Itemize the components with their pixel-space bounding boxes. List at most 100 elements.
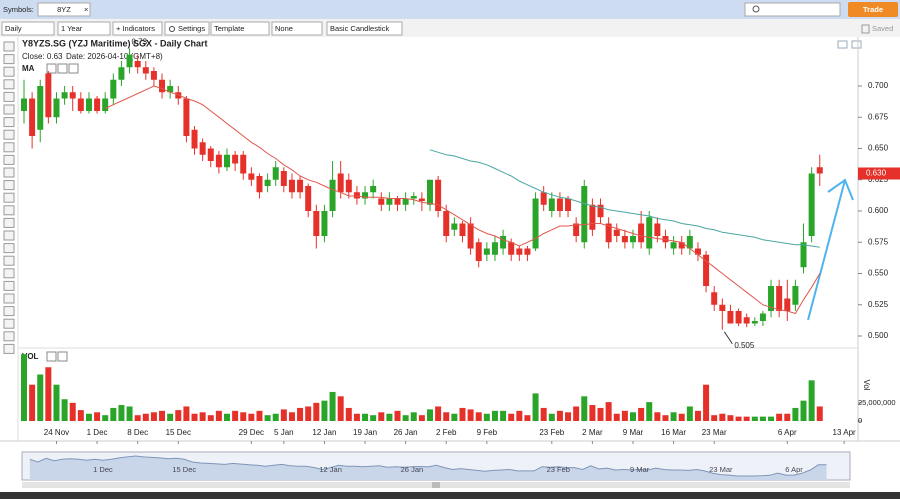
candle-body [678,242,685,249]
pane-icon[interactable] [837,40,848,49]
tool-icon[interactable] [3,79,15,90]
search-icon [752,5,760,13]
volume-bar [459,407,466,421]
volume-bar [516,410,523,421]
pane-icon[interactable] [851,40,862,49]
volume-bar [386,413,393,421]
tool-icon[interactable] [3,180,15,191]
indicator-label: MA [22,64,35,73]
search-box[interactable] [744,2,841,17]
candle-body [630,236,636,243]
candle-body [467,223,474,249]
tool-icon[interactable] [3,331,15,342]
interval-select[interactable] [1,21,55,36]
indicators-button[interactable] [112,21,163,36]
tool-icon[interactable] [3,293,15,304]
x-tick-label: 13 Apr [833,428,856,437]
navigator-area [29,456,827,480]
volume-bar [159,410,166,421]
settings-button[interactable] [164,21,210,36]
tool-icon[interactable] [3,129,15,140]
candle-body [459,223,466,236]
tool-icon[interactable] [3,280,15,291]
candle-body [427,179,433,205]
candle-body [800,242,807,268]
ma-line [429,149,820,248]
volume-bar [61,399,68,421]
clear-icon[interactable]: × [84,5,88,14]
tool-icon[interactable] [3,41,15,52]
volume-bar [85,413,92,421]
x-tick-label: 26 Jan [394,428,418,437]
x-tick-label: 16 Mar [661,428,686,437]
tool-icon[interactable] [3,306,15,317]
volume-bar [94,412,101,421]
volume-bar [475,412,482,421]
volume-bar [784,413,791,421]
trade-button[interactable] [848,2,898,17]
tool-icon[interactable] [3,230,15,241]
tool-icon[interactable] [3,217,15,228]
volume-bar [215,410,222,421]
volume-bar [776,413,783,421]
candle-body [613,229,620,236]
y-tick-label: 0.550 [868,269,889,278]
tool-icon[interactable] [3,142,15,153]
candle-body [768,286,775,311]
tool-icon[interactable] [3,54,15,65]
check-icon[interactable] [46,63,57,74]
volume-bar [565,412,572,421]
candle-body [548,198,555,211]
gear-icon[interactable] [46,351,57,362]
volume-bar [605,402,612,421]
candle-body [516,248,523,255]
volume-bar [613,413,620,421]
saved[interactable]: Saved [872,24,893,33]
tool-icon[interactable] [3,117,15,128]
drawing-select[interactable] [271,21,323,36]
top-bar [0,0,900,19]
tool-icon[interactable] [3,66,15,77]
tool-icon[interactable] [3,243,15,254]
tool-icon[interactable] [3,104,15,115]
close-icon[interactable] [68,63,79,74]
y-tick-label: 0.650 [868,144,889,153]
candle-body [337,173,344,193]
candle-body [581,186,588,243]
volume-bar [646,402,653,421]
tool-icon[interactable] [3,343,15,354]
candle-body [77,98,84,111]
volume-bar [532,393,539,421]
tool-icon[interactable] [3,192,15,203]
tool-icon[interactable] [3,268,15,279]
symbol-input[interactable] [37,2,91,17]
volume-bar [630,412,636,421]
close-icon[interactable] [57,351,68,362]
tool-icon[interactable] [3,205,15,216]
candle-body [784,298,791,311]
volume-bar [443,412,450,421]
chart-style: Basic Candlestick [330,24,389,33]
tool-icon[interactable] [3,91,15,102]
volume-bar [248,413,255,421]
volume-bar [524,415,531,421]
style-select[interactable] [326,21,403,36]
volume-bar [573,406,580,421]
volume-bar [264,415,271,421]
tool-icon[interactable] [3,154,15,165]
x-tick-label: 29 Dec [239,428,264,437]
tool-icon[interactable] [3,255,15,266]
scroll-thumb[interactable] [432,482,440,488]
tool-icon[interactable] [3,318,15,329]
candle-body [686,236,693,249]
indicators: + Indicators [116,24,155,33]
range-select[interactable] [57,21,111,36]
gear-icon[interactable] [57,63,68,74]
candle-body [435,179,442,211]
tool-icon[interactable] [3,167,15,178]
candle-body [386,198,393,205]
candle-body [94,98,101,111]
template-select[interactable] [210,21,270,36]
navigator-label: 26 Jan [401,465,424,474]
